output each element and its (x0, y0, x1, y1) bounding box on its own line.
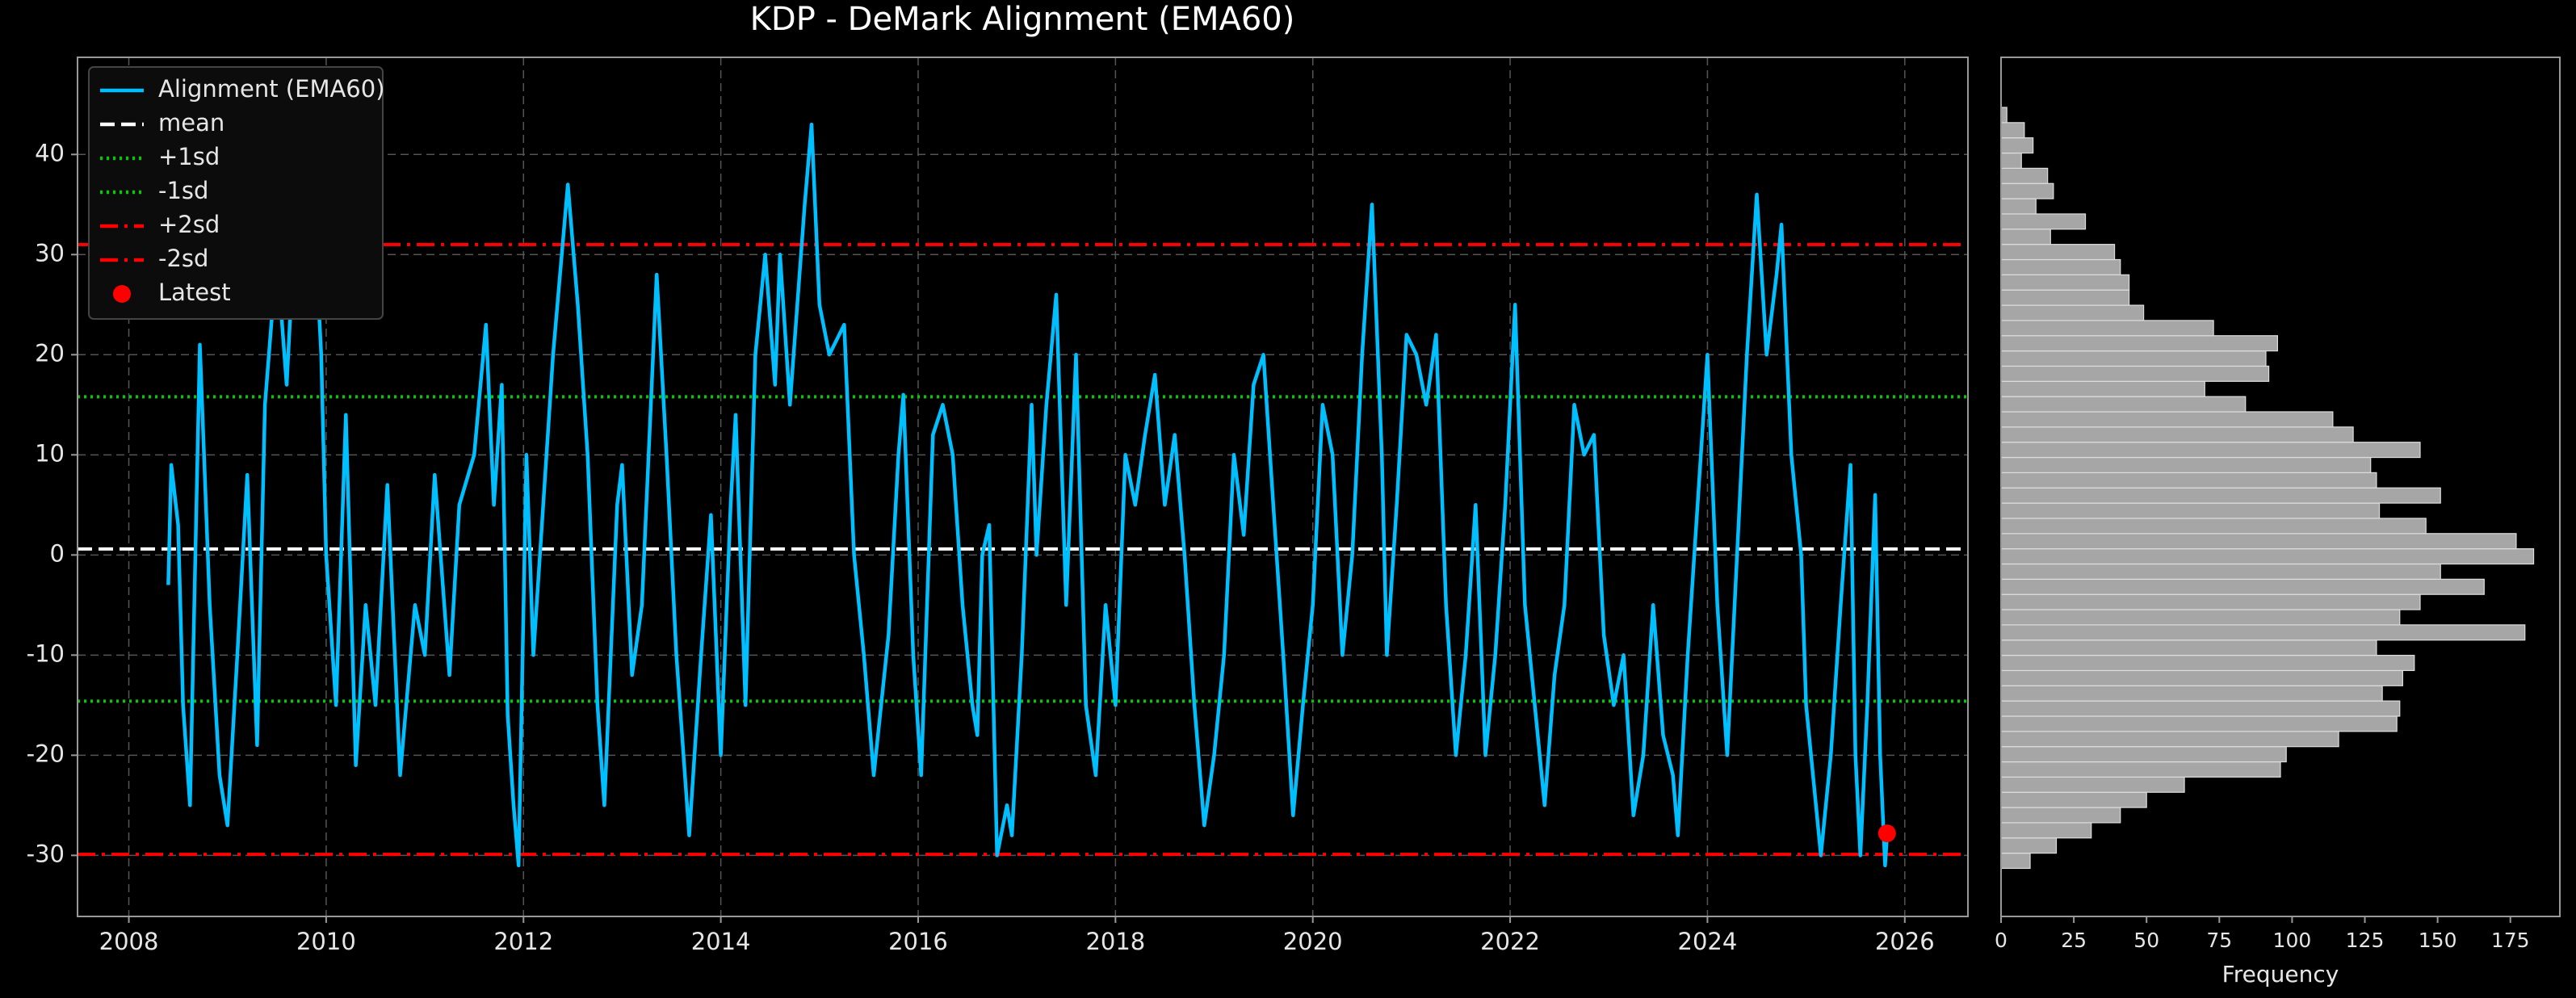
x-tick-label: 2012 (493, 928, 553, 955)
x-tick-label: 150 (2419, 929, 2457, 952)
histogram-bar (2000, 654, 2415, 672)
axes-frame (2000, 57, 2561, 917)
histogram-bar (2000, 274, 2130, 291)
histogram-bar (2000, 426, 2354, 443)
legend-label: mean (158, 109, 224, 136)
x-tick-label: 2020 (1283, 928, 1343, 955)
histogram-bar (2000, 289, 2130, 306)
histogram-bar (2000, 533, 2517, 550)
x-tick-label: 100 (2273, 929, 2312, 952)
histogram-bar (2000, 746, 2287, 763)
histogram-bar (2000, 837, 2058, 854)
x-tick-label: 2008 (99, 928, 159, 955)
histogram-bar (2000, 198, 2037, 215)
series-line (166, 103, 1890, 868)
x-tick-label: 2014 (691, 928, 751, 955)
histogram-bar (2000, 213, 2087, 230)
legend-label: +2sd (158, 211, 220, 238)
histogram-bar (2000, 776, 2185, 793)
histogram-bar (2000, 107, 2008, 124)
legend-swatch (113, 285, 131, 303)
histogram-bar (2000, 761, 2281, 778)
histogram-bar (2000, 137, 2034, 154)
x-axis-label: Frequency (2222, 961, 2339, 988)
x-tick-label: 2016 (888, 928, 948, 955)
histogram-bar (2000, 472, 2377, 489)
x-tick-label: 75 (2206, 929, 2232, 952)
x-tick-label: 2024 (1678, 928, 1738, 955)
histogram-bar (2000, 487, 2441, 504)
histogram-bar (2000, 639, 2377, 656)
histogram-bar (2000, 593, 2421, 610)
histogram-bar (2000, 380, 2205, 397)
y-tick-label: 0 (50, 539, 65, 567)
histogram-bar (2000, 152, 2022, 170)
histogram-bar (2000, 258, 2121, 275)
x-tick-label: 125 (2346, 929, 2385, 952)
histogram-bar (2000, 700, 2401, 717)
histogram-bar (2000, 548, 2535, 565)
histogram-bar (2000, 669, 2403, 686)
histogram-bar (2000, 335, 2278, 352)
axes-frame (77, 57, 1969, 917)
histogram-bar (2000, 456, 2372, 473)
histogram-bar (2000, 731, 2339, 748)
legend-label: -2sd (158, 245, 208, 272)
x-tick-label: 0 (1995, 929, 2008, 952)
x-tick-label: 25 (2061, 929, 2087, 952)
x-tick-label: 175 (2491, 929, 2530, 952)
histogram-bar (2000, 411, 2334, 428)
histogram-bar (2000, 563, 2441, 580)
x-tick-label: 2018 (1085, 928, 1145, 955)
histogram-bar (2000, 442, 2421, 459)
histogram-bar (2000, 167, 2049, 184)
histogram-bar (2000, 807, 2121, 824)
histogram-bar (2000, 320, 2214, 337)
y-tick-label: 20 (35, 339, 65, 367)
histogram-bar (2000, 304, 2145, 321)
legend-label: +1sd (158, 143, 220, 170)
chart-title: KDP - DeMark Alignment (EMA60) (750, 1, 1295, 38)
x-tick-label: 2022 (1480, 928, 1540, 955)
histogram-bar (2000, 624, 2526, 641)
y-tick-label: -20 (27, 740, 65, 767)
histogram-bar (2000, 229, 2051, 245)
y-tick-label: 10 (35, 439, 65, 467)
y-tick-label: -10 (27, 639, 65, 667)
latest-point (1877, 824, 1896, 843)
x-tick-label: 2010 (296, 928, 356, 955)
histogram-bar (2000, 122, 2025, 139)
legend-label: Alignment (EMA60) (158, 75, 385, 103)
histogram-bar (2000, 350, 2267, 367)
histogram-bar (2000, 396, 2247, 413)
legend-box (88, 66, 384, 320)
histogram-bar (2000, 853, 2031, 870)
histogram-bar (2000, 685, 2383, 702)
histogram-bar (2000, 715, 2398, 732)
histogram-bar (2000, 518, 2427, 535)
histogram-bar (2000, 791, 2147, 808)
y-tick-label: 30 (35, 239, 65, 266)
histogram-bar (2000, 609, 2401, 626)
histogram-bar (2000, 365, 2270, 382)
histogram-bar (2000, 182, 2054, 199)
histogram-bar (2000, 578, 2485, 595)
legend-label: -1sd (158, 177, 208, 204)
x-tick-label: 50 (2133, 929, 2159, 952)
y-tick-label: 40 (35, 139, 65, 166)
histogram-bar (2000, 502, 2381, 519)
y-tick-label: -30 (27, 840, 65, 867)
histogram-bar (2000, 244, 2116, 261)
histogram-bar (2000, 822, 2092, 839)
legend-label: Latest (158, 279, 231, 306)
x-tick-label: 2026 (1875, 928, 1935, 955)
